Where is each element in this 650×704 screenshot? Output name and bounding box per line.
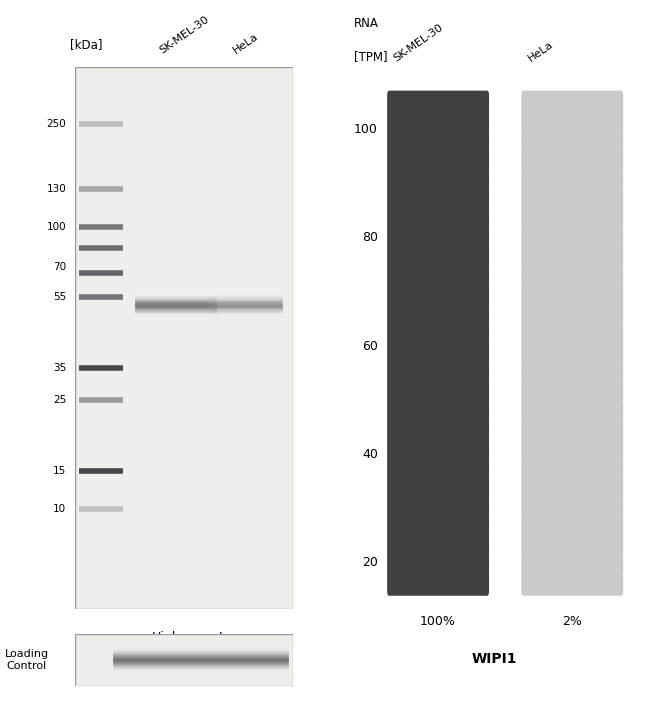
FancyBboxPatch shape (521, 91, 623, 114)
FancyBboxPatch shape (387, 303, 489, 326)
Text: 100: 100 (354, 123, 378, 136)
Text: Low: Low (219, 631, 244, 643)
Text: 35: 35 (53, 363, 66, 372)
FancyBboxPatch shape (387, 341, 489, 365)
Text: HeLa: HeLa (231, 32, 261, 56)
FancyBboxPatch shape (387, 129, 489, 153)
Text: SK-MEL-30: SK-MEL-30 (157, 15, 211, 56)
FancyBboxPatch shape (521, 379, 623, 403)
FancyBboxPatch shape (521, 418, 623, 441)
FancyBboxPatch shape (387, 322, 489, 346)
FancyBboxPatch shape (521, 495, 623, 519)
Text: 40: 40 (362, 448, 378, 461)
FancyBboxPatch shape (387, 572, 489, 596)
FancyBboxPatch shape (387, 553, 489, 577)
FancyBboxPatch shape (521, 437, 623, 461)
FancyBboxPatch shape (387, 495, 489, 519)
FancyBboxPatch shape (387, 476, 489, 499)
Text: 70: 70 (53, 263, 66, 272)
Text: 20: 20 (362, 556, 378, 570)
FancyBboxPatch shape (387, 360, 489, 384)
Text: [TPM]: [TPM] (354, 50, 388, 63)
Text: 100%: 100% (420, 615, 456, 629)
Text: HeLa: HeLa (526, 39, 555, 63)
Text: [kDa]: [kDa] (70, 37, 103, 51)
Text: 15: 15 (53, 466, 66, 476)
FancyBboxPatch shape (387, 399, 489, 422)
FancyBboxPatch shape (387, 245, 489, 268)
FancyBboxPatch shape (521, 572, 623, 596)
FancyBboxPatch shape (521, 341, 623, 365)
FancyBboxPatch shape (521, 360, 623, 384)
FancyBboxPatch shape (521, 303, 623, 326)
FancyBboxPatch shape (387, 206, 489, 230)
FancyBboxPatch shape (521, 322, 623, 346)
Text: Loading
Control: Loading Control (5, 649, 49, 671)
FancyBboxPatch shape (387, 379, 489, 403)
FancyBboxPatch shape (521, 553, 623, 577)
Text: High: High (152, 631, 181, 643)
FancyBboxPatch shape (387, 515, 489, 538)
Text: 60: 60 (362, 340, 378, 353)
FancyBboxPatch shape (521, 515, 623, 538)
FancyBboxPatch shape (521, 187, 623, 210)
FancyBboxPatch shape (521, 168, 623, 191)
FancyBboxPatch shape (387, 283, 489, 307)
Text: 25: 25 (53, 395, 66, 406)
FancyBboxPatch shape (521, 457, 623, 480)
Text: 100: 100 (47, 222, 66, 232)
FancyBboxPatch shape (387, 457, 489, 480)
FancyBboxPatch shape (387, 437, 489, 461)
FancyBboxPatch shape (75, 634, 292, 686)
Text: WIPI1: WIPI1 (471, 651, 517, 665)
FancyBboxPatch shape (387, 149, 489, 172)
FancyBboxPatch shape (521, 264, 623, 287)
FancyBboxPatch shape (521, 399, 623, 422)
FancyBboxPatch shape (521, 149, 623, 172)
Text: RNA: RNA (354, 17, 379, 30)
FancyBboxPatch shape (387, 187, 489, 210)
FancyBboxPatch shape (387, 225, 489, 249)
FancyBboxPatch shape (521, 110, 623, 134)
Text: 2%: 2% (562, 615, 582, 629)
Text: 250: 250 (47, 119, 66, 129)
FancyBboxPatch shape (521, 476, 623, 499)
Text: SK-MEL-30: SK-MEL-30 (392, 22, 445, 63)
FancyBboxPatch shape (387, 534, 489, 558)
FancyBboxPatch shape (521, 534, 623, 558)
FancyBboxPatch shape (521, 283, 623, 307)
FancyBboxPatch shape (75, 67, 292, 609)
Text: 55: 55 (53, 292, 66, 302)
FancyBboxPatch shape (521, 245, 623, 268)
FancyBboxPatch shape (387, 418, 489, 441)
FancyBboxPatch shape (387, 91, 489, 114)
FancyBboxPatch shape (387, 168, 489, 191)
Text: 80: 80 (362, 232, 378, 244)
FancyBboxPatch shape (521, 225, 623, 249)
Text: 10: 10 (53, 503, 66, 514)
FancyBboxPatch shape (387, 264, 489, 287)
FancyBboxPatch shape (521, 129, 623, 153)
FancyBboxPatch shape (521, 206, 623, 230)
Text: 130: 130 (47, 184, 66, 194)
FancyBboxPatch shape (387, 110, 489, 134)
